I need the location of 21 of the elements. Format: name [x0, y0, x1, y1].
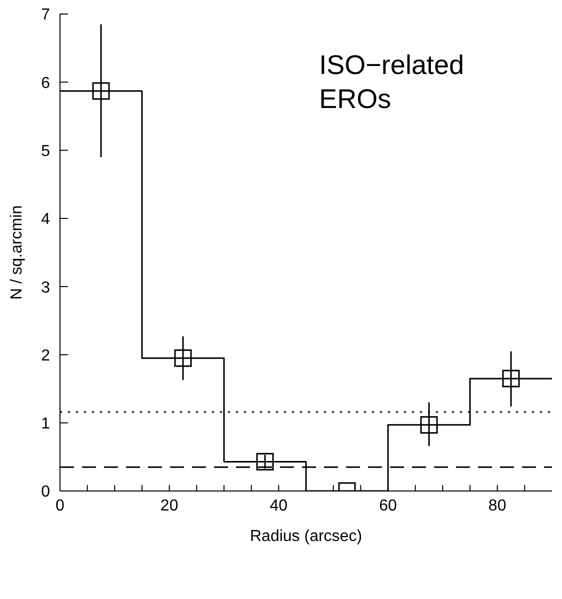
- y-tick-label: 5: [41, 142, 50, 160]
- x-tick-label: 0: [56, 497, 65, 514]
- point: [256, 452, 274, 470]
- x-tick-label: 40: [270, 497, 288, 514]
- x-tick-label: 80: [488, 497, 506, 514]
- point: [420, 416, 438, 434]
- y-tick-label: 4: [41, 211, 50, 228]
- y-tick-label: 3: [41, 279, 50, 296]
- x-axis-title: Radius (arcsec): [250, 528, 362, 545]
- y-tick-label: 7: [41, 6, 50, 24]
- y-tick-label: 2: [41, 347, 50, 364]
- x-tick-label: 20: [160, 497, 178, 514]
- point: [174, 349, 192, 367]
- point: [502, 370, 520, 388]
- y-tick-label: 1: [41, 416, 50, 433]
- y-tick-label: 6: [41, 74, 50, 92]
- point: [92, 82, 110, 100]
- annotation: ISO−related EROs: [319, 49, 464, 116]
- y-axis-title: N / sq.arcmin: [8, 205, 26, 300]
- x-tick-label: 60: [379, 497, 397, 514]
- y-tick-label: 0: [41, 484, 50, 501]
